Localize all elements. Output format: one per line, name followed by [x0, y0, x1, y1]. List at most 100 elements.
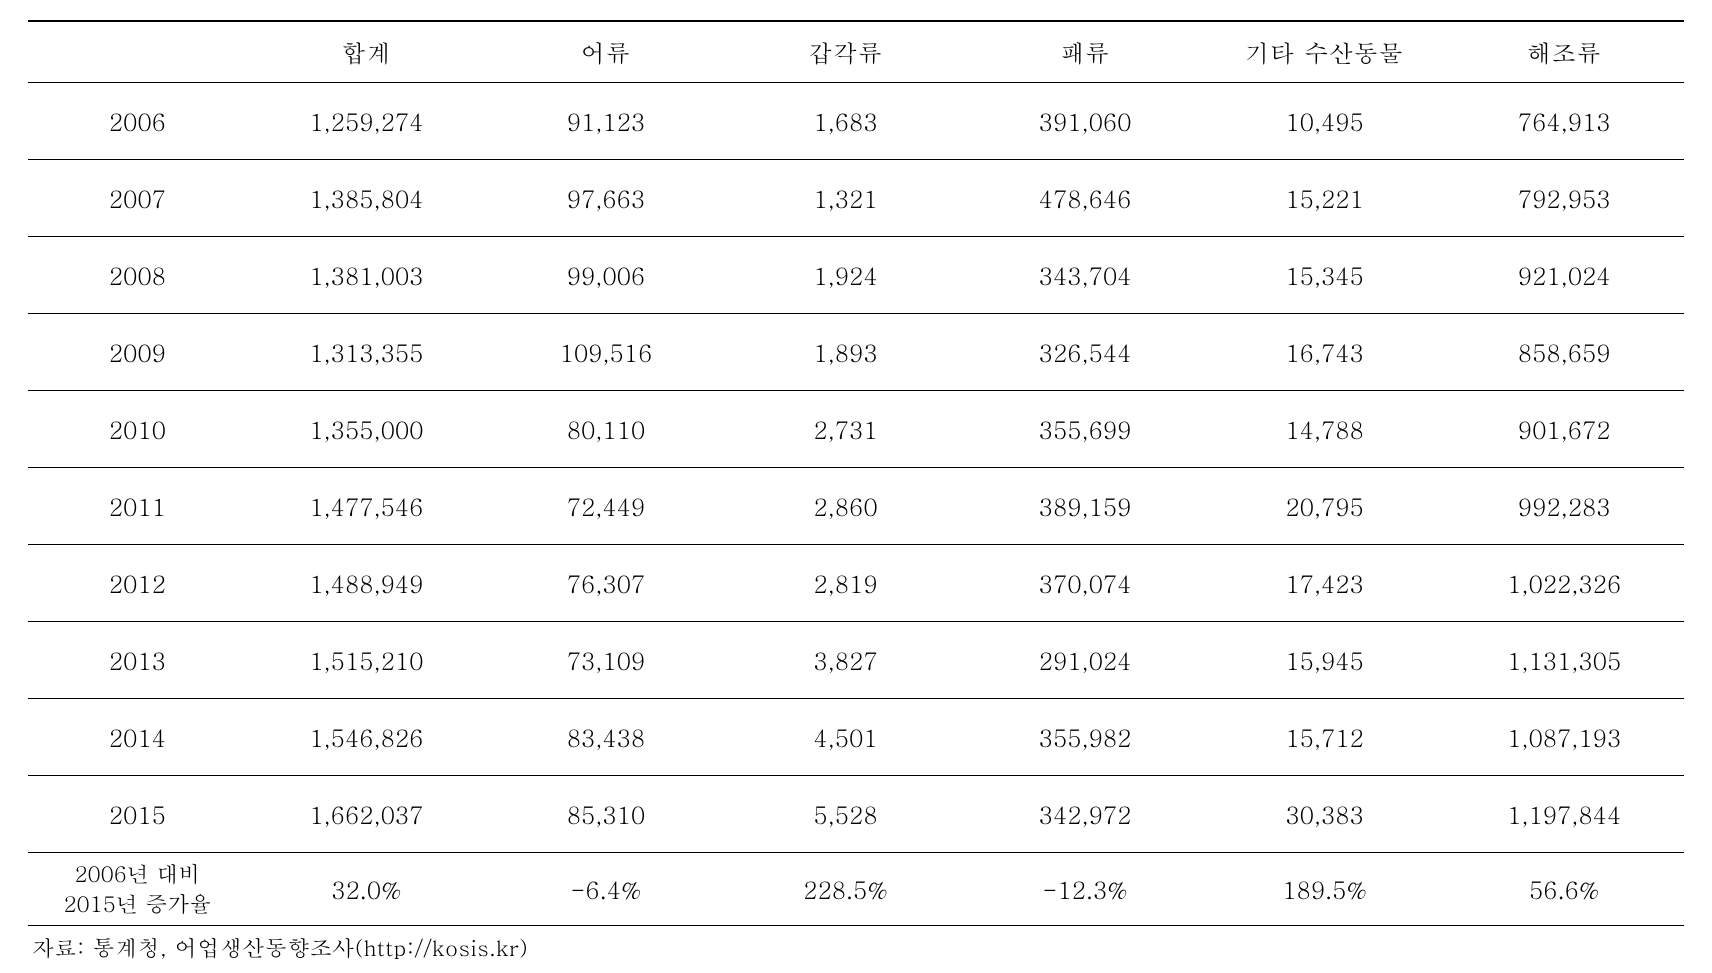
cell-year: 2015	[28, 776, 247, 853]
table-row: 2014 1,546,826 83,438 4,501 355,982 15,7…	[28, 699, 1684, 776]
cell-shell: 370,074	[965, 545, 1205, 622]
cell-total: 1,313,355	[247, 314, 487, 391]
col-header-fish: 어류	[486, 21, 726, 83]
cell-total: 1,546,826	[247, 699, 487, 776]
cell-year: 2009	[28, 314, 247, 391]
cell-algae: 764,913	[1444, 83, 1684, 160]
cell-other: 17,423	[1205, 545, 1445, 622]
table-row: 2007 1,385,804 97,663 1,321 478,646 15,2…	[28, 160, 1684, 237]
cell-other: 14,788	[1205, 391, 1445, 468]
summary-crust: 228.5%	[726, 853, 966, 926]
cell-algae: 1,087,193	[1444, 699, 1684, 776]
cell-shell: 343,704	[965, 237, 1205, 314]
cell-algae: 1,131,305	[1444, 622, 1684, 699]
cell-crust: 1,893	[726, 314, 966, 391]
summary-other: 189.5%	[1205, 853, 1445, 926]
cell-fish: 109,516	[486, 314, 726, 391]
cell-fish: 97,663	[486, 160, 726, 237]
cell-crust: 1,924	[726, 237, 966, 314]
cell-other: 30,383	[1205, 776, 1445, 853]
table-row: 2012 1,488,949 76,307 2,819 370,074 17,4…	[28, 545, 1684, 622]
cell-year: 2007	[28, 160, 247, 237]
cell-other: 10,495	[1205, 83, 1445, 160]
cell-shell: 478,646	[965, 160, 1205, 237]
cell-shell: 355,699	[965, 391, 1205, 468]
table-row: 2010 1,355,000 80,110 2,731 355,699 14,7…	[28, 391, 1684, 468]
data-table: 합계 어류 갑각류 패류 기타 수산동물 해조류 2006 1,259,274 …	[28, 20, 1684, 926]
table-header-row: 합계 어류 갑각류 패류 기타 수산동물 해조류	[28, 21, 1684, 83]
cell-shell: 391,060	[965, 83, 1205, 160]
cell-other: 16,743	[1205, 314, 1445, 391]
source-note: 자료: 통계청, 어업생산동향조사(http://kosis.kr)	[28, 926, 1684, 963]
cell-total: 1,477,546	[247, 468, 487, 545]
table-row: 2008 1,381,003 99,006 1,924 343,704 15,3…	[28, 237, 1684, 314]
col-header-total: 합계	[247, 21, 487, 83]
cell-crust: 2,860	[726, 468, 966, 545]
summary-shell: -12.3%	[965, 853, 1205, 926]
cell-crust: 2,819	[726, 545, 966, 622]
col-header-crust: 갑각류	[726, 21, 966, 83]
cell-crust: 1,321	[726, 160, 966, 237]
col-header-shell: 패류	[965, 21, 1205, 83]
cell-total: 1,662,037	[247, 776, 487, 853]
cell-total: 1,381,003	[247, 237, 487, 314]
cell-shell: 326,544	[965, 314, 1205, 391]
cell-fish: 80,110	[486, 391, 726, 468]
cell-shell: 291,024	[965, 622, 1205, 699]
cell-fish: 73,109	[486, 622, 726, 699]
cell-crust: 3,827	[726, 622, 966, 699]
cell-other: 20,795	[1205, 468, 1445, 545]
col-header-algae: 해조류	[1444, 21, 1684, 83]
cell-crust: 4,501	[726, 699, 966, 776]
cell-total: 1,355,000	[247, 391, 487, 468]
cell-year: 2011	[28, 468, 247, 545]
cell-total: 1,515,210	[247, 622, 487, 699]
cell-algae: 792,953	[1444, 160, 1684, 237]
cell-year: 2014	[28, 699, 247, 776]
cell-fish: 76,307	[486, 545, 726, 622]
cell-algae: 921,024	[1444, 237, 1684, 314]
cell-algae: 1,197,844	[1444, 776, 1684, 853]
cell-crust: 5,528	[726, 776, 966, 853]
cell-year: 2010	[28, 391, 247, 468]
cell-fish: 85,310	[486, 776, 726, 853]
cell-algae: 992,283	[1444, 468, 1684, 545]
cell-fish: 72,449	[486, 468, 726, 545]
cell-shell: 389,159	[965, 468, 1205, 545]
cell-year: 2006	[28, 83, 247, 160]
cell-fish: 91,123	[486, 83, 726, 160]
cell-year: 2012	[28, 545, 247, 622]
cell-other: 15,945	[1205, 622, 1445, 699]
cell-crust: 1,683	[726, 83, 966, 160]
table-row: 2011 1,477,546 72,449 2,860 389,159 20,7…	[28, 468, 1684, 545]
cell-total: 1,488,949	[247, 545, 487, 622]
cell-other: 15,345	[1205, 237, 1445, 314]
col-header-other: 기타 수산동물	[1205, 21, 1445, 83]
cell-algae: 901,672	[1444, 391, 1684, 468]
table-row: 2006 1,259,274 91,123 1,683 391,060 10,4…	[28, 83, 1684, 160]
summary-label: 2006년 대비 2015년 증가율	[28, 853, 247, 926]
table-container: 합계 어류 갑각류 패류 기타 수산동물 해조류 2006 1,259,274 …	[0, 0, 1712, 973]
table-row: 2013 1,515,210 73,109 3,827 291,024 15,9…	[28, 622, 1684, 699]
cell-fish: 99,006	[486, 237, 726, 314]
table-row: 2015 1,662,037 85,310 5,528 342,972 30,3…	[28, 776, 1684, 853]
cell-shell: 355,982	[965, 699, 1205, 776]
cell-other: 15,221	[1205, 160, 1445, 237]
summary-label-line2: 2015년 증가율	[63, 888, 211, 919]
table-row: 2009 1,313,355 109,516 1,893 326,544 16,…	[28, 314, 1684, 391]
table-summary-row: 2006년 대비 2015년 증가율 32.0% -6.4% 228.5% -1…	[28, 853, 1684, 926]
cell-total: 1,385,804	[247, 160, 487, 237]
cell-year: 2008	[28, 237, 247, 314]
cell-algae: 1,022,326	[1444, 545, 1684, 622]
cell-other: 15,712	[1205, 699, 1445, 776]
cell-shell: 342,972	[965, 776, 1205, 853]
summary-total: 32.0%	[247, 853, 487, 926]
summary-label-line1: 2006년 대비	[74, 858, 200, 889]
table-body: 2006 1,259,274 91,123 1,683 391,060 10,4…	[28, 83, 1684, 926]
summary-algae: 56.6%	[1444, 853, 1684, 926]
cell-total: 1,259,274	[247, 83, 487, 160]
summary-fish: -6.4%	[486, 853, 726, 926]
cell-algae: 858,659	[1444, 314, 1684, 391]
cell-crust: 2,731	[726, 391, 966, 468]
col-header-year	[28, 21, 247, 83]
